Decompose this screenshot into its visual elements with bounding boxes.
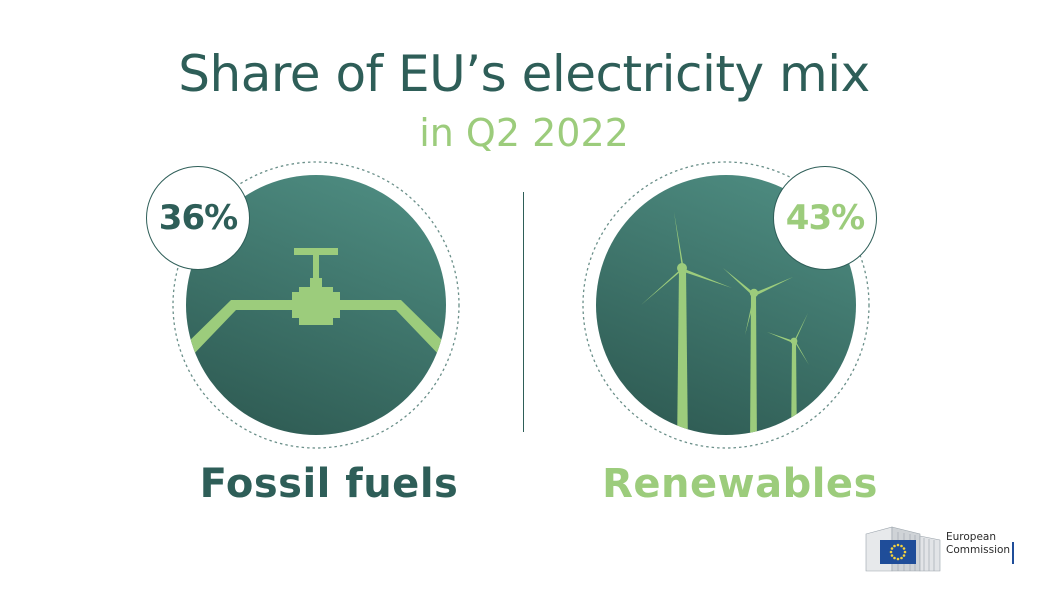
chart-subtitle: in Q2 2022 xyxy=(419,111,629,155)
logo-line-2: Commission xyxy=(946,544,1011,556)
renewables-label: Renewables xyxy=(602,461,878,507)
logo-accent-bar xyxy=(1012,542,1014,564)
eu-stars-icon xyxy=(889,543,907,561)
renewables-value-badge: 43% xyxy=(773,166,877,270)
fossil-fuels-value-badge: 36% xyxy=(146,166,250,270)
fossil-fuels-circle xyxy=(172,161,460,449)
european-commission-logo xyxy=(865,526,941,572)
logo-line-1: European xyxy=(946,531,997,543)
divider xyxy=(523,192,524,432)
chart-title: Share of EU’s electricity mix xyxy=(178,45,870,103)
european-commission-text: European Commission xyxy=(946,531,1010,557)
fossil-fuels-label: Fossil fuels xyxy=(199,461,459,507)
